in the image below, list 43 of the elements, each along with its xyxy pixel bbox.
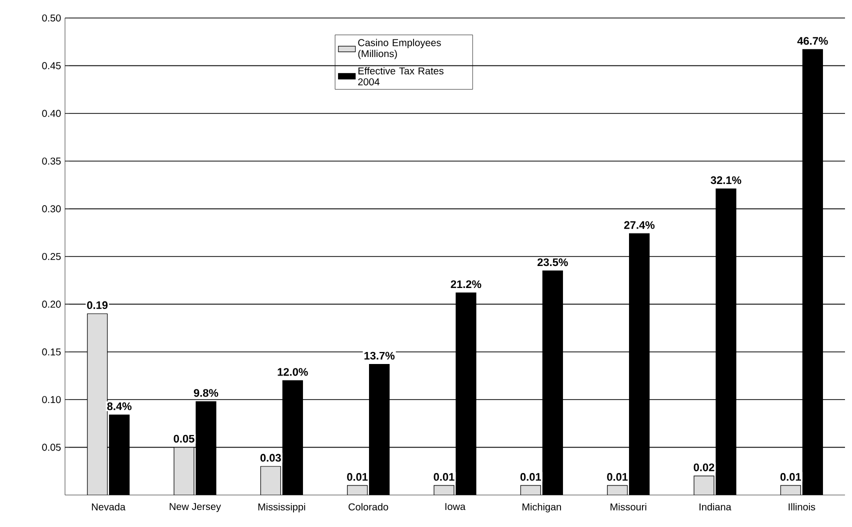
data-label: 13.7% bbox=[364, 352, 395, 360]
data-label: 0.19 bbox=[87, 301, 108, 310]
data-label: 8.4% bbox=[107, 402, 132, 410]
data-label: 0.05 bbox=[174, 434, 194, 443]
data-label: 0.02 bbox=[694, 463, 714, 472]
bar bbox=[260, 466, 281, 495]
data-label: 0.01 bbox=[607, 473, 628, 481]
y-tick-label: 0.50 bbox=[42, 14, 61, 22]
data-label: 0.01 bbox=[347, 473, 368, 481]
data-label: 21.2% bbox=[450, 280, 482, 288]
legend-label: Casino Employees (Millions) bbox=[358, 38, 441, 60]
data-label: 32.1% bbox=[710, 176, 742, 184]
data-label: 0.03 bbox=[260, 454, 281, 462]
y-tick-label: 0.35 bbox=[42, 158, 61, 165]
y-tick-label: 0.05 bbox=[42, 444, 61, 451]
data-label: 0.01 bbox=[520, 473, 542, 481]
x-tick-label: Missouri bbox=[610, 503, 646, 510]
x-tick-label: New Jersey bbox=[170, 503, 221, 512]
data-label: 0.01 bbox=[434, 473, 454, 481]
y-tick-label: 0.10 bbox=[42, 396, 61, 404]
bar bbox=[694, 476, 714, 495]
bar bbox=[87, 314, 108, 495]
x-tick-label: Indiana bbox=[700, 503, 732, 510]
y-tick-label: 0.30 bbox=[42, 205, 61, 212]
data-label: 9.8% bbox=[194, 389, 218, 397]
data-label: 0.01 bbox=[780, 473, 802, 481]
y-tick-label: 0.45 bbox=[42, 62, 61, 70]
data-label: 27.4% bbox=[624, 221, 655, 229]
legend-label: Effective Tax Rates 2004 bbox=[358, 67, 444, 86]
x-tick-label: Illinois bbox=[788, 503, 816, 510]
data-label: 12.0% bbox=[278, 368, 308, 376]
y-tick-label: 0.15 bbox=[42, 348, 61, 356]
y-tick-label: 0.40 bbox=[42, 110, 61, 117]
data-label: 46.7% bbox=[797, 37, 828, 45]
y-tick-label: 0.20 bbox=[42, 300, 61, 308]
x-tick-label: Michigan bbox=[522, 503, 561, 512]
x-tick-label: Nevada bbox=[92, 503, 126, 510]
bar bbox=[174, 447, 194, 495]
x-tick-label: Iowa bbox=[445, 503, 466, 510]
x-tick-label: Colorado bbox=[348, 503, 388, 510]
data-label: 23.5% bbox=[538, 258, 568, 266]
y-tick-label: 0.25 bbox=[42, 252, 61, 260]
x-tick-label: Mississippi bbox=[258, 503, 306, 512]
